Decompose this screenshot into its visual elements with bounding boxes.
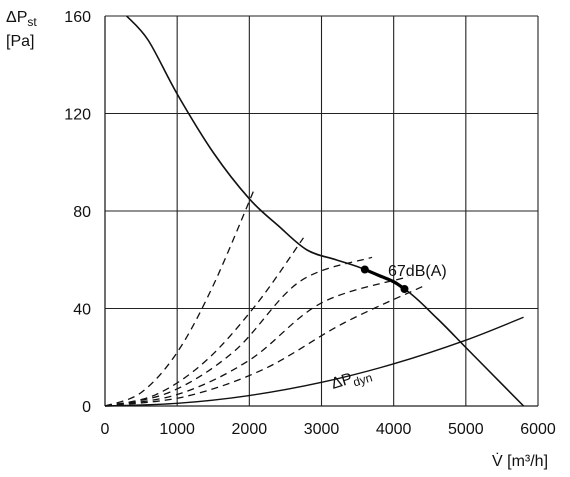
- operating-point: [360, 265, 369, 274]
- x-tick-label: 3000: [304, 421, 340, 438]
- system-curve-line: [104, 285, 423, 407]
- operating-point: [400, 285, 409, 293]
- system-curve-line: [104, 237, 304, 407]
- dyn-pressure-line: [104, 316, 524, 407]
- grid: [104, 15, 539, 407]
- y-tick-label: 160: [64, 9, 91, 26]
- dyn-pressure-label: ΔPdyn: [329, 365, 374, 396]
- x-tick-label: 1000: [159, 421, 195, 438]
- fan-curve-line: [126, 15, 525, 407]
- x-tick-label: 0: [101, 421, 110, 438]
- x-axis-title: V̇ [m³/h]: [492, 452, 548, 470]
- curves: [104, 15, 525, 407]
- y-axis-title-sub: st: [27, 15, 37, 29]
- operating-points: [360, 265, 409, 293]
- system-curve-line: [104, 188, 255, 407]
- y-tick-label: 0: [82, 399, 91, 416]
- y-axis-title: ΔPst: [6, 9, 37, 29]
- x-tick-labels: 0 1000 2000 3000 4000 5000 6000: [101, 421, 556, 438]
- noise-label: 67dB(A): [388, 263, 447, 280]
- operating-range-line: [364, 268, 406, 291]
- x-tick-label: 6000: [520, 421, 556, 438]
- y-tick-label: 80: [73, 204, 91, 221]
- y-axis-unit: [Pa]: [6, 33, 34, 50]
- y-tick-label: 120: [64, 107, 91, 124]
- y-tick-labels: 0 40 80 120 160: [64, 9, 91, 416]
- x-tick-label: 4000: [376, 421, 412, 438]
- y-tick-label: 40: [73, 302, 91, 319]
- system-curve-line: [104, 276, 409, 407]
- x-tick-label: 5000: [448, 421, 484, 438]
- dyn-pressure-label-sub: dyn: [351, 370, 374, 389]
- x-tick-label: 2000: [232, 421, 268, 438]
